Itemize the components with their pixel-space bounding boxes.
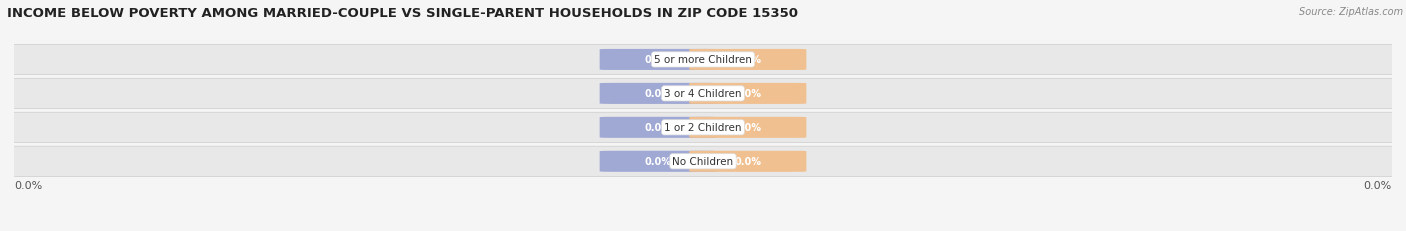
Text: 0.0%: 0.0% (645, 123, 672, 133)
FancyBboxPatch shape (689, 117, 807, 138)
FancyBboxPatch shape (0, 146, 1406, 177)
Text: INCOME BELOW POVERTY AMONG MARRIED-COUPLE VS SINGLE-PARENT HOUSEHOLDS IN ZIP COD: INCOME BELOW POVERTY AMONG MARRIED-COUPL… (7, 7, 799, 20)
Text: 5 or more Children: 5 or more Children (654, 55, 752, 65)
Text: 0.0%: 0.0% (645, 55, 672, 65)
Text: 0.0%: 0.0% (645, 89, 672, 99)
FancyBboxPatch shape (599, 117, 717, 138)
FancyBboxPatch shape (0, 113, 1406, 143)
FancyBboxPatch shape (0, 79, 1406, 109)
Text: 0.0%: 0.0% (645, 157, 672, 167)
Text: Source: ZipAtlas.com: Source: ZipAtlas.com (1299, 7, 1403, 17)
Text: 0.0%: 0.0% (1364, 180, 1392, 191)
Text: 0.0%: 0.0% (734, 55, 761, 65)
Text: 0.0%: 0.0% (734, 89, 761, 99)
Text: 0.0%: 0.0% (14, 180, 42, 191)
FancyBboxPatch shape (599, 83, 717, 104)
Text: 0.0%: 0.0% (734, 123, 761, 133)
Text: 1 or 2 Children: 1 or 2 Children (664, 123, 742, 133)
Text: 0.0%: 0.0% (734, 157, 761, 167)
FancyBboxPatch shape (0, 45, 1406, 75)
Text: 3 or 4 Children: 3 or 4 Children (664, 89, 742, 99)
FancyBboxPatch shape (599, 151, 717, 172)
FancyBboxPatch shape (689, 151, 807, 172)
FancyBboxPatch shape (689, 83, 807, 104)
FancyBboxPatch shape (599, 50, 717, 71)
Text: No Children: No Children (672, 157, 734, 167)
FancyBboxPatch shape (689, 50, 807, 71)
